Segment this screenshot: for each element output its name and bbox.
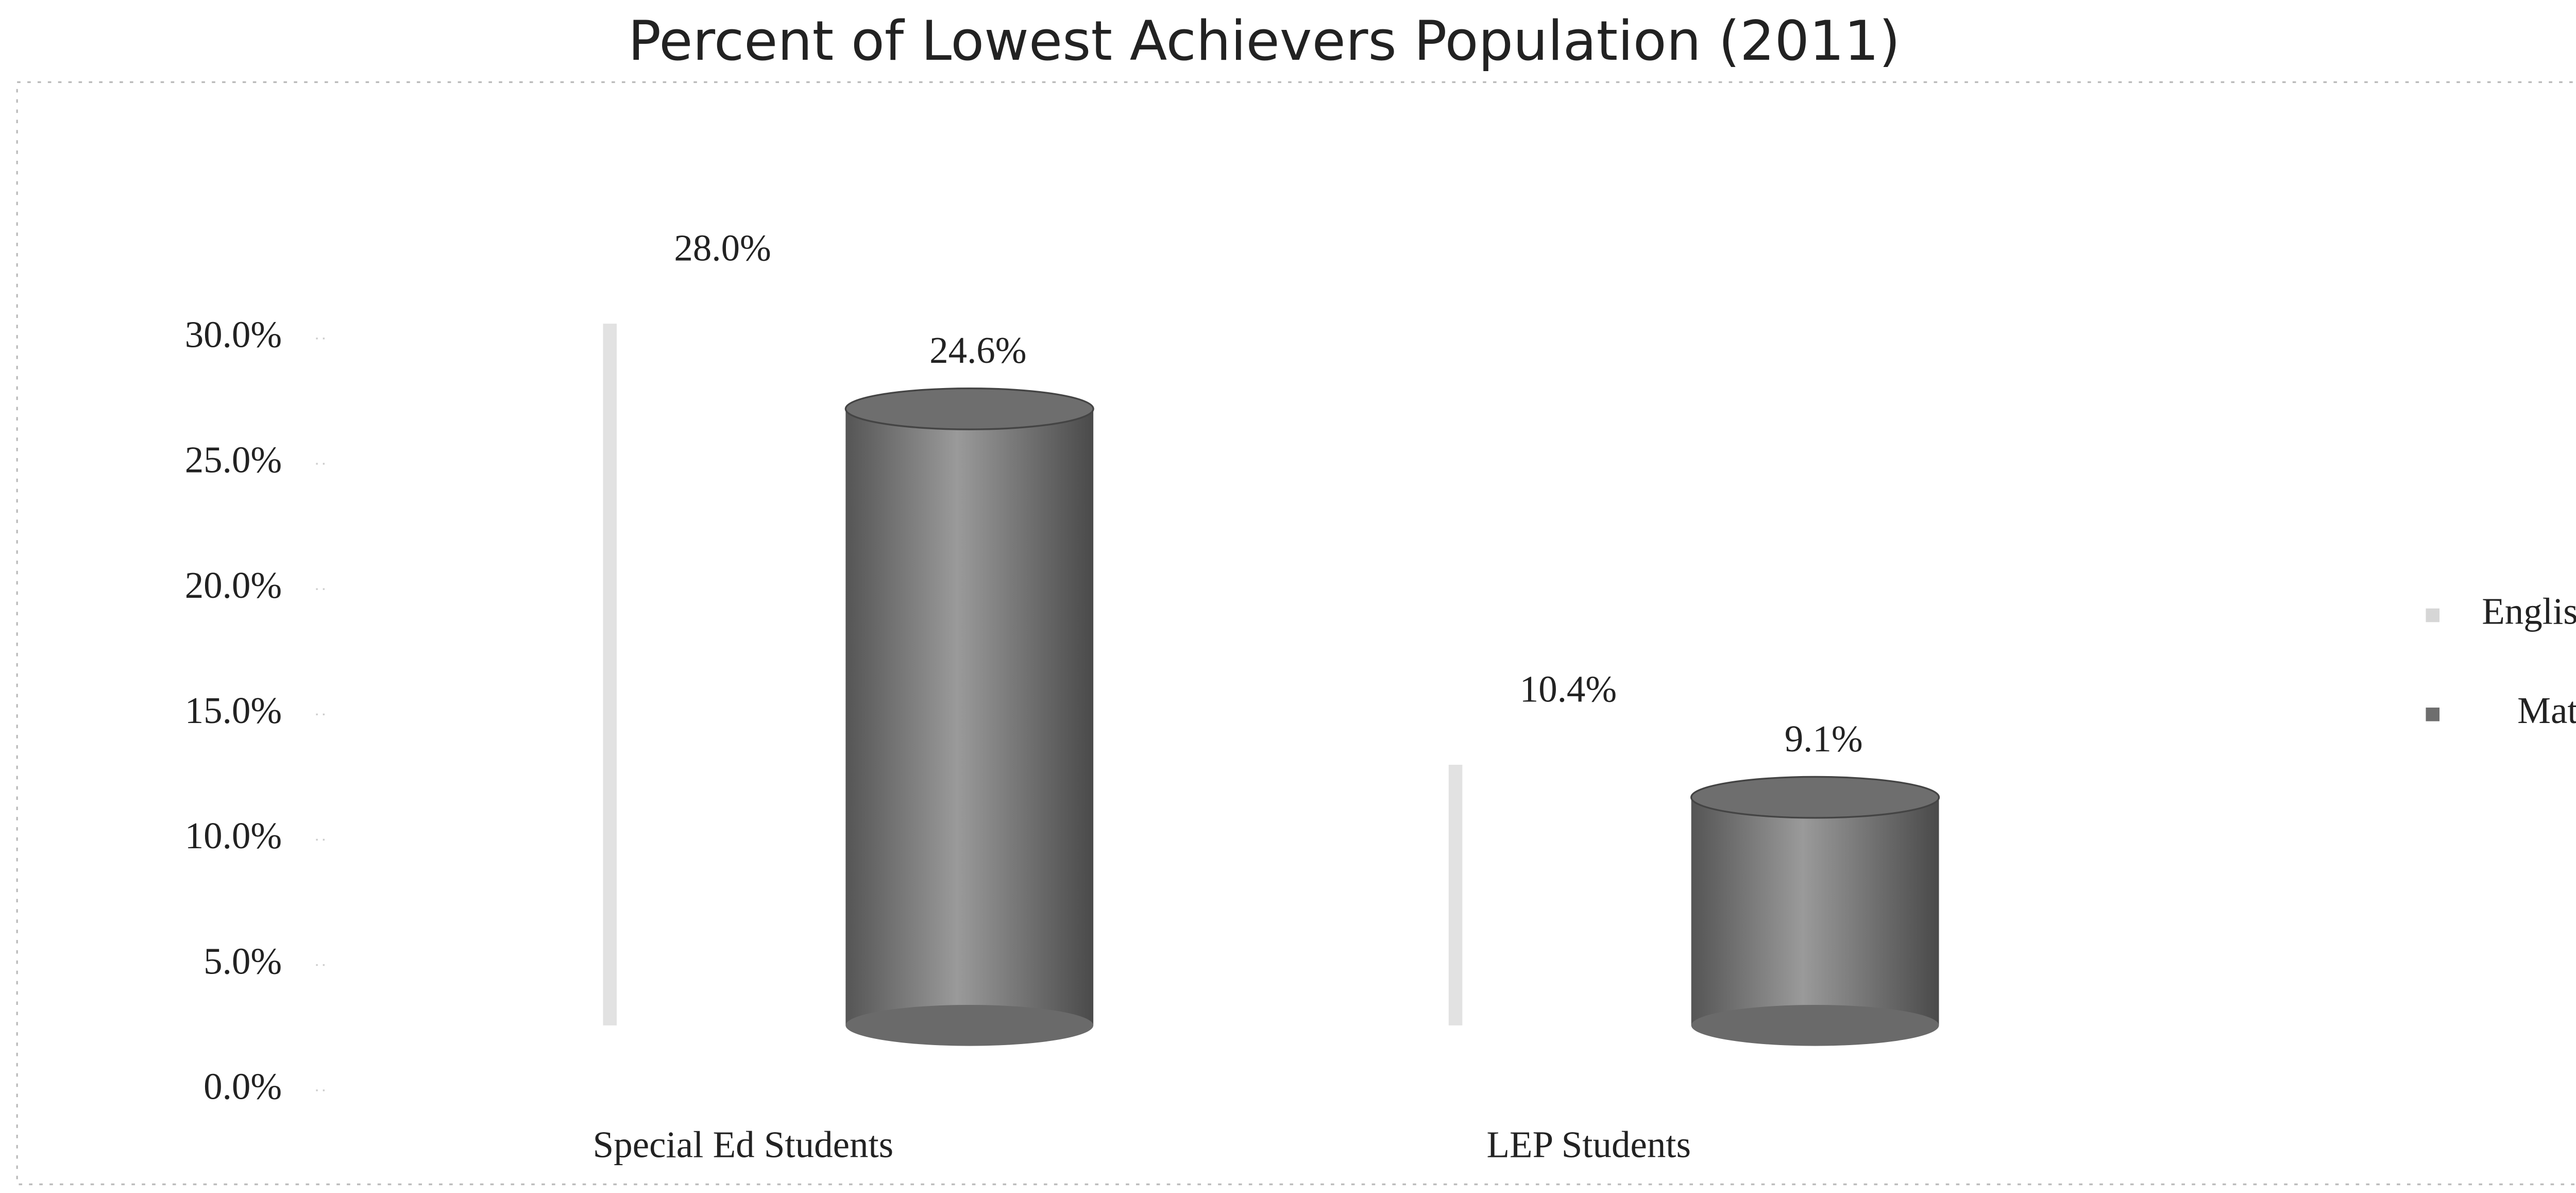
legend-label: English [2482,591,2576,632]
cylinder-base [845,1004,1094,1046]
chart-title: Percent of Lowest Achievers Population (… [628,10,1900,73]
y-tick-label: 10.0% [185,815,282,856]
cylinder-body [1691,797,1939,1026]
cylinder-top [1690,776,1940,819]
y-tick-label: 0.0% [204,1066,282,1107]
x-tick-label: Special Ed Students [593,1123,893,1165]
plot-border [16,81,2576,1185]
bar [1690,776,1940,1046]
bar [844,387,1094,1046]
y-tick-label: 30.0% [185,314,282,356]
y-tick-label: 25.0% [185,439,282,481]
x-tick-label: LEP Students [1487,1123,1691,1165]
y-tick-label: 5.0% [204,940,282,982]
bar [1448,765,1463,1026]
data-label: 24.6% [929,329,1026,371]
legend-swatch [2426,708,2440,721]
y-tick-label: 15.0% [185,690,282,731]
data-label: 28.0% [674,227,771,269]
bar [603,324,617,1026]
legend-label: Math [2517,690,2576,731]
legend-swatch [2426,608,2440,623]
y-tick-label: 20.0% [185,564,282,606]
data-label: 10.4% [1520,668,1617,710]
cylinder-body [845,409,1094,1026]
data-label: 9.1% [1785,718,1863,760]
cylinder-top [844,387,1094,430]
cylinder-base [1691,1004,1939,1046]
